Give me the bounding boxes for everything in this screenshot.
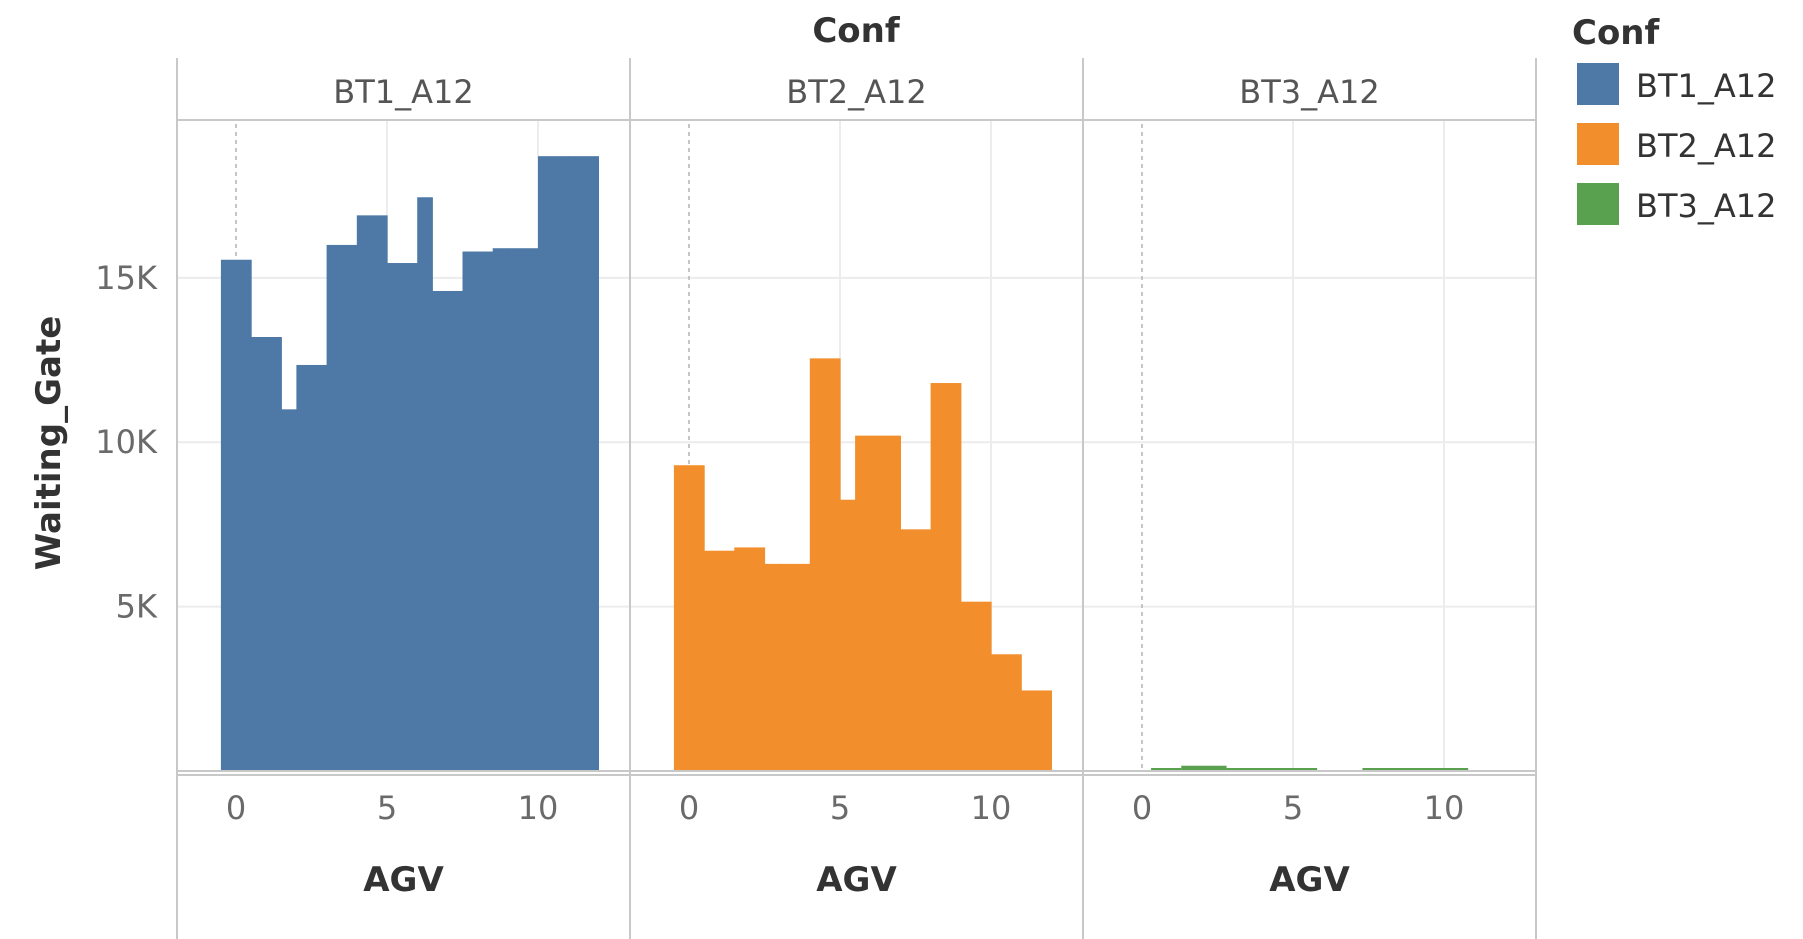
x-tick-label: 5 (1283, 789, 1303, 827)
legend-label: BT2_A12 (1636, 127, 1776, 165)
histogram-bar (673, 465, 705, 771)
histogram-bar (704, 550, 735, 771)
x-tick-label: 10 (518, 789, 559, 827)
histogram-bar (885, 435, 901, 771)
panel-header-label: BT2_A12 (786, 73, 926, 111)
x-tick-label: 10 (1424, 789, 1465, 827)
histogram-bar (1021, 690, 1052, 771)
histogram-bar (356, 215, 388, 771)
histogram-bar (432, 290, 464, 771)
histogram-bar (1226, 768, 1318, 771)
panel-header-label: BT1_A12 (333, 73, 473, 111)
x-tick-label: 5 (377, 789, 397, 827)
histogram-bar (326, 244, 358, 771)
legend-label: BT1_A12 (1636, 67, 1776, 105)
y-tick-label: 10K (95, 423, 158, 461)
histogram-bar (462, 251, 494, 772)
histogram-bar (507, 248, 539, 771)
legend-swatch (1577, 123, 1619, 165)
x-tick-label: 10 (971, 789, 1012, 827)
histogram-bar (220, 259, 252, 771)
frame-layer (176, 58, 1537, 939)
x-tick-label: 0 (226, 789, 246, 827)
histogram-bar (387, 263, 418, 771)
histogram-bar (417, 197, 433, 772)
chart-title: Conf (812, 11, 901, 51)
legend-label: BT3_A12 (1636, 187, 1776, 225)
histogram-bar (991, 654, 1022, 771)
histogram-bar (538, 156, 569, 771)
histogram-bar (1362, 768, 1469, 771)
panel-header-label: BT3_A12 (1239, 73, 1379, 111)
histogram-bar (1151, 768, 1182, 771)
histogram-bar (809, 358, 841, 771)
x-axis-label: AGV (816, 860, 897, 900)
bars-layer (220, 156, 1469, 772)
x-tick-label: 0 (679, 789, 699, 827)
histogram-bar (764, 563, 781, 771)
x-axis-label: AGV (363, 860, 444, 900)
histogram-bar (281, 409, 297, 771)
legend-swatch (1577, 63, 1619, 105)
histogram-bar (251, 337, 282, 771)
histogram-bar (734, 547, 766, 771)
y-tick-label: 15K (95, 259, 158, 297)
legend-swatch (1577, 183, 1619, 225)
y-tick-label: 5K (116, 588, 158, 626)
histogram-bar (296, 364, 328, 771)
tick-labels-layer: 5K 10K 15K BT1_A12 0 5 10 AGV BT2_A12 0 5 10 AGV BT3_… (95, 73, 1464, 900)
y-axis-label: Waiting_Gate (29, 316, 69, 571)
legend: Conf BT1_A12 BT2_A12 BT3_A12 (1572, 13, 1776, 225)
histogram-bar (1181, 765, 1227, 771)
histogram-bar (960, 601, 992, 771)
legend-title: Conf (1572, 13, 1661, 53)
histogram-bar (900, 529, 932, 771)
x-tick-label: 5 (830, 789, 850, 827)
histogram-bar (855, 435, 886, 771)
x-axis-label: AGV (1269, 860, 1350, 900)
histogram-bar (840, 499, 856, 771)
histogram-bar (492, 248, 509, 771)
histogram-bar (779, 563, 811, 771)
histogram-bar (930, 383, 962, 771)
x-tick-label: 0 (1132, 789, 1152, 827)
histogram-bar (568, 156, 599, 771)
